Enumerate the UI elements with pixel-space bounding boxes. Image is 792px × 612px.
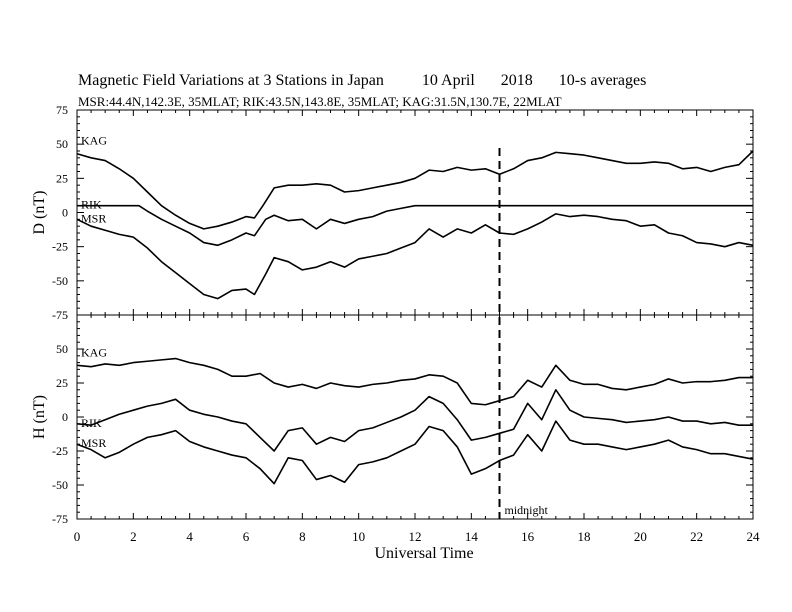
y-tick-label: -50: [52, 478, 68, 492]
midnight-label: midnight: [505, 503, 549, 517]
y-tick-label: 0: [62, 410, 68, 424]
x-tick-label: 12: [409, 529, 422, 544]
x-axis-label: Universal Time: [374, 545, 473, 562]
x-tick-label: 10: [352, 529, 365, 544]
chart-date: 10 April: [421, 72, 475, 89]
x-tick-label: 6: [243, 529, 250, 544]
y-tick-label: 50: [56, 342, 68, 356]
chart-averaging: 10-s averages: [558, 72, 647, 89]
series-line-msr: [76, 213, 754, 300]
series-line-rik: [76, 389, 753, 452]
series-label-rik: RIK: [81, 416, 102, 430]
y-tick-label: 75: [56, 103, 68, 117]
x-tick-label: 0: [74, 529, 81, 544]
y-tick-label: 25: [56, 171, 68, 185]
series-line-kag: [76, 357, 753, 406]
y-tick-label: -50: [52, 274, 68, 288]
y-axis-label: D (nT): [31, 191, 48, 235]
series-line-msr: [76, 420, 754, 485]
y-tick-label: -75: [52, 512, 68, 526]
x-tick-label: 22: [690, 529, 703, 544]
y-tick-label: -75: [52, 308, 68, 322]
y-tick-label: -25: [52, 444, 68, 458]
y-tick-label: -25: [52, 240, 68, 254]
chart-title-line: Magnetic Field Variations at 3 Stations …: [78, 72, 778, 92]
series-label-rik: RIK: [81, 198, 102, 212]
y-axis-label: H (nT): [31, 395, 48, 439]
panel-frame: [76, 109, 754, 316]
series-label-msr: MSR: [81, 211, 106, 225]
panel-frame: [76, 314, 754, 520]
y-tick-label: 0: [62, 206, 68, 220]
x-tick-label: 20: [634, 529, 647, 544]
x-tick-label: 24: [747, 529, 761, 544]
y-tick-label: 50: [56, 137, 68, 151]
series-label-kag: KAG: [81, 345, 107, 359]
x-tick-label: 18: [578, 529, 591, 544]
series-line-kag: [76, 150, 754, 230]
y-tick-label: 25: [56, 376, 68, 390]
chart-year: 2018: [500, 72, 533, 89]
station-coordinates: MSR:44.4N,142.3E, 35MLAT; RIK:43.5N,143.…: [78, 94, 562, 109]
x-tick-label: 2: [130, 529, 137, 544]
x-tick-label: 4: [186, 529, 193, 544]
series-line-rik: [77, 204, 753, 247]
x-tick-label: 8: [299, 529, 306, 544]
x-tick-label: 16: [521, 529, 535, 544]
series-label-kag: KAG: [81, 134, 107, 148]
chart-title: Magnetic Field Variations at 3 Stations …: [78, 72, 384, 89]
series-label-msr: MSR: [81, 436, 106, 450]
x-tick-label: 14: [465, 529, 479, 544]
